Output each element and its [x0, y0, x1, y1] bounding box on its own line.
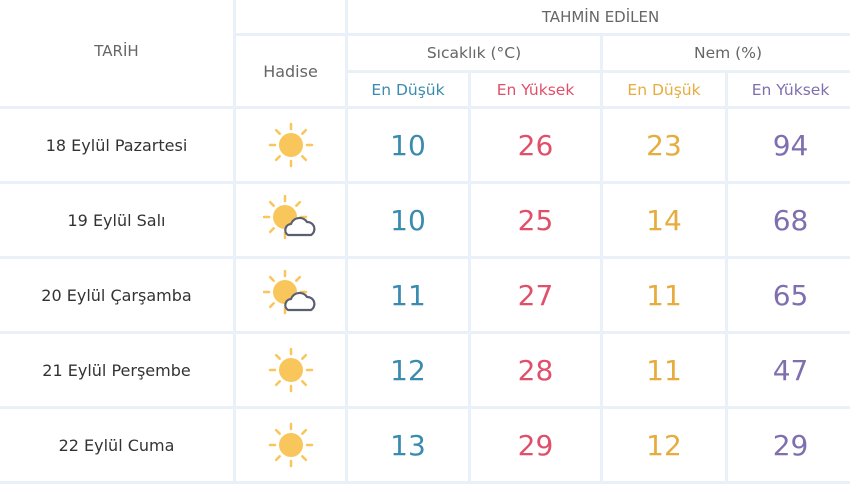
temp-max-cell: 29	[471, 409, 600, 481]
hum-max-cell: 94	[728, 109, 850, 181]
temp-max-cell: 28	[471, 334, 600, 406]
sun-icon	[236, 109, 345, 181]
temp-min-cell: 12	[348, 334, 468, 406]
date-cell: 18 Eylül Pazartesi	[0, 109, 233, 181]
temp-max-cell: 27	[471, 259, 600, 331]
table-row: 22 Eylül Cuma 13 29 12 29	[0, 409, 850, 481]
header-temp-min: En Düşük	[348, 73, 468, 106]
header-sicaklik: Sıcaklık (°C)	[348, 36, 600, 70]
header-temp-max: En Yüksek	[471, 73, 600, 106]
temp-min-cell: 13	[348, 409, 468, 481]
header-hum-min: En Düşük	[603, 73, 725, 106]
hum-min-cell: 11	[603, 334, 725, 406]
hum-max-cell: 65	[728, 259, 850, 331]
partly-cloudy-icon	[236, 259, 345, 331]
table-row: 21 Eylül Perşembe 12 28 11 47	[0, 334, 850, 406]
date-cell: 22 Eylül Cuma	[0, 409, 233, 481]
sun-icon	[236, 334, 345, 406]
header-hum-max: En Yüksek	[728, 73, 850, 106]
hum-min-cell: 23	[603, 109, 725, 181]
header-nem: Nem (%)	[603, 36, 850, 70]
temp-max-cell: 26	[471, 109, 600, 181]
date-cell: 21 Eylül Perşembe	[0, 334, 233, 406]
temp-min-cell: 10	[348, 109, 468, 181]
temp-max-cell: 25	[471, 184, 600, 256]
table-row: 19 Eylül Salı 10 25 14 68	[0, 184, 850, 256]
temp-min-cell: 11	[348, 259, 468, 331]
partly-cloudy-icon	[236, 184, 345, 256]
hum-min-cell: 11	[603, 259, 725, 331]
date-cell: 20 Eylül Çarşamba	[0, 259, 233, 331]
header-hadise: Hadise	[236, 36, 345, 106]
hum-max-cell: 29	[728, 409, 850, 481]
sun-icon	[236, 409, 345, 481]
hum-max-cell: 47	[728, 334, 850, 406]
header-tarih: TARİH	[0, 0, 233, 106]
header-tahmin: TAHMİN EDİLEN	[348, 0, 850, 33]
hum-max-cell: 68	[728, 184, 850, 256]
temp-min-cell: 10	[348, 184, 468, 256]
hum-min-cell: 12	[603, 409, 725, 481]
hum-min-cell: 14	[603, 184, 725, 256]
table-row: 18 Eylül Pazartesi 10 26 23 94	[0, 109, 850, 181]
table-row: 20 Eylül Çarşamba 11 27 11 65	[0, 259, 850, 331]
date-cell: 19 Eylül Salı	[0, 184, 233, 256]
